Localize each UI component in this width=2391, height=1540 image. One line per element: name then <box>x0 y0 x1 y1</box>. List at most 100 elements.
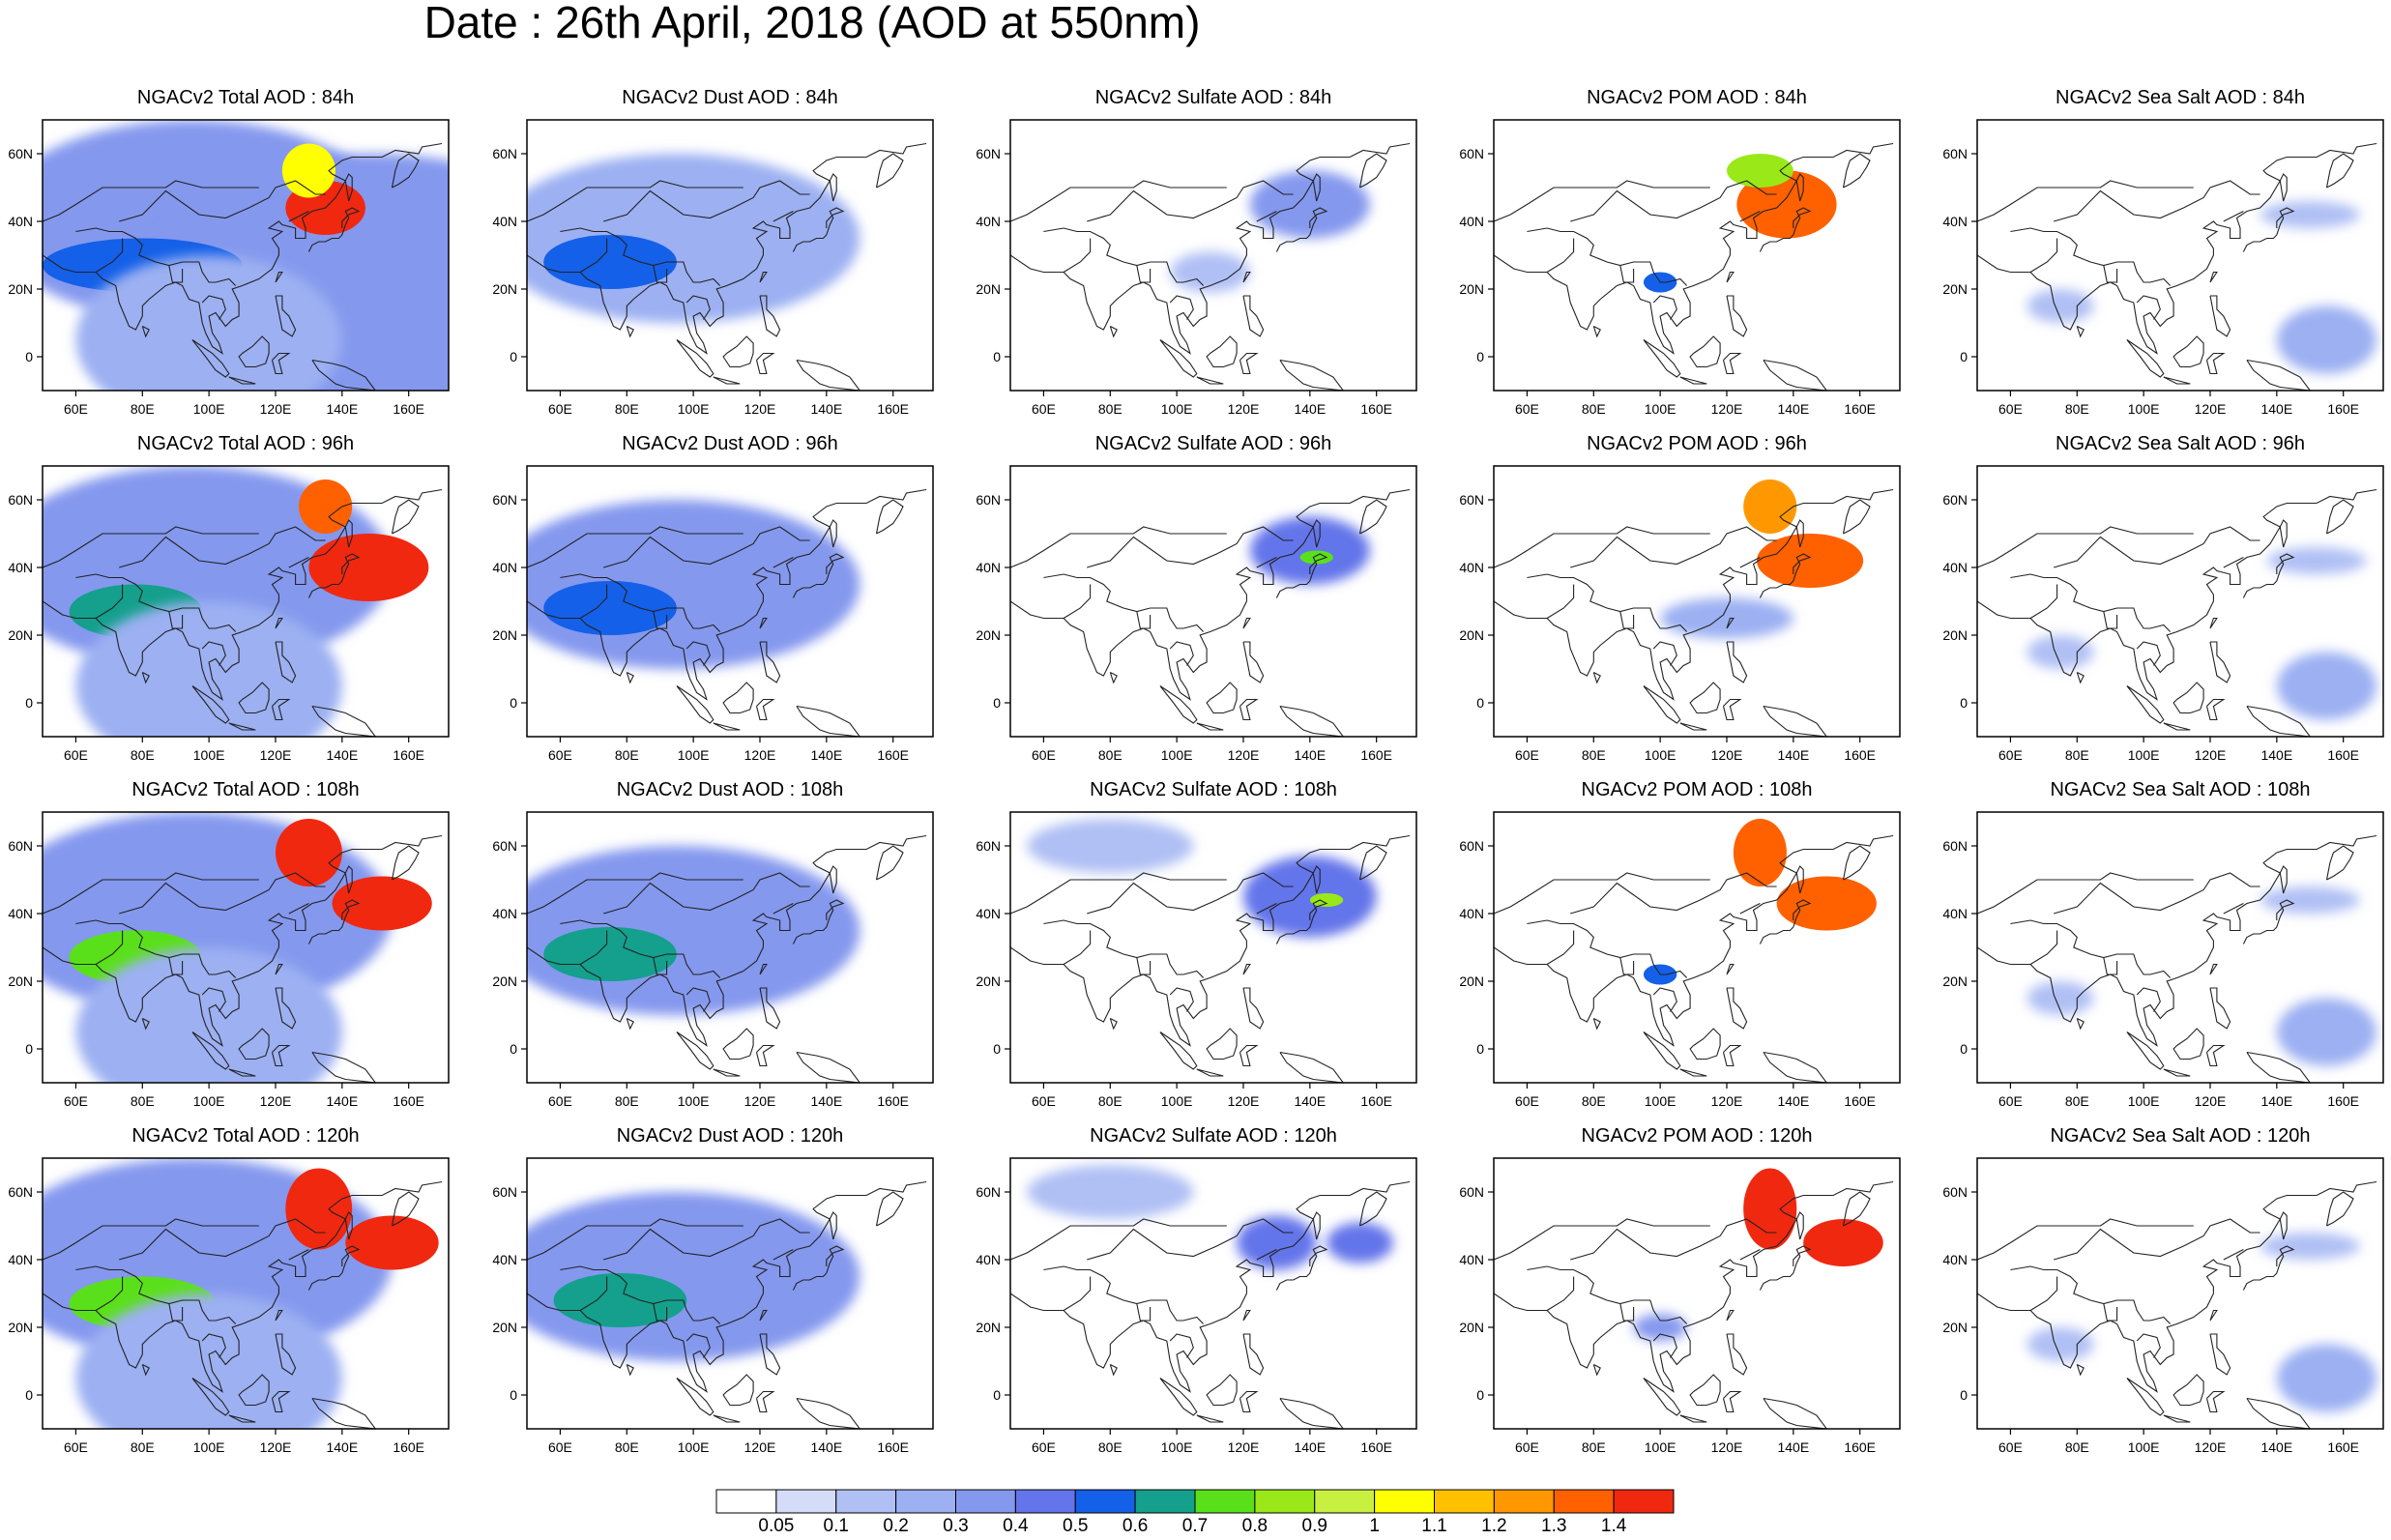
coastline <box>307 207 361 252</box>
coastline <box>275 987 297 1030</box>
lat-tick-label: 40N <box>976 560 1001 575</box>
aod-map: 60N 40N 20N 0 60E 80E 100E 120E 140E 160E <box>1942 119 2384 417</box>
coastline <box>275 1333 297 1376</box>
coastline <box>2223 903 2244 915</box>
lon-tick-label: 100E <box>1161 401 1193 417</box>
coastline <box>2205 1390 2226 1413</box>
coastline <box>1136 611 1152 629</box>
lon-tick-label: 140E <box>1294 1093 1326 1109</box>
aod-field <box>1010 819 1411 1083</box>
coastline <box>1169 641 1194 666</box>
coastline <box>2172 1028 2204 1061</box>
coastline <box>1679 376 1707 385</box>
lat-tick-label: 0 <box>510 1041 517 1057</box>
coastline <box>2103 1303 2118 1322</box>
colorbar-swatch <box>955 1489 1016 1514</box>
lat-tick-label: 20N <box>8 281 33 297</box>
coastline <box>875 1191 904 1227</box>
coastline <box>1010 526 1227 568</box>
coastline <box>792 207 845 252</box>
lon-tick-label: 160E <box>877 1439 909 1455</box>
lat-tick-label: 0 <box>1960 1387 1968 1403</box>
coastline <box>1279 1397 1344 1429</box>
coastline <box>2010 1265 2172 1324</box>
aod-field <box>1010 142 1411 391</box>
coastline <box>1312 865 1321 894</box>
lat-tick-label: 20N <box>976 1320 1001 1335</box>
aod-field <box>1977 834 2377 1083</box>
coastline <box>579 930 608 965</box>
lon-tick-label: 60E <box>1032 401 1056 417</box>
lat-tick-label: 0 <box>1960 695 1968 711</box>
aod-plume <box>1743 479 1797 534</box>
coastline <box>773 557 794 568</box>
aod-map: 60N 40N 20N 0 60E 80E 100E 120E 140E 160E <box>1459 1157 1901 1455</box>
colorbar-label: 1 <box>1369 1516 1380 1535</box>
lat-tick-label: 0 <box>510 1387 517 1403</box>
coastline <box>2163 1068 2191 1077</box>
coastline <box>307 553 361 598</box>
coastline <box>75 227 237 286</box>
lon-tick-label: 160E <box>2327 747 2359 763</box>
coastline <box>311 705 376 737</box>
coastline <box>271 352 291 375</box>
coastline <box>1256 211 1277 222</box>
lat-tick-label: 60N <box>1942 1184 1968 1200</box>
lon-tick-label: 160E <box>393 1439 424 1455</box>
map-panel: NGACv2 Sea Salt AOD : 120h 60N 40N 20N 0 60E 8… <box>1942 1038 2384 1455</box>
lat-tick-label: 60N <box>976 1184 1001 1200</box>
coastline <box>1010 180 1227 222</box>
lat-tick-label: 40N <box>1459 560 1484 575</box>
coastline <box>119 872 326 915</box>
lon-tick-label: 120E <box>744 1439 776 1455</box>
coastline <box>527 142 927 355</box>
map-panel: NGACv2 Total AOD : 108h 60N 40N 20N 0 60E 80E 1… <box>8 692 450 1109</box>
coastline <box>1527 1265 1688 1324</box>
coastline <box>1256 1249 1277 1261</box>
lat-tick-label: 20N <box>492 627 517 643</box>
coastline <box>1242 271 1251 283</box>
lon-tick-label: 80E <box>2065 747 2089 763</box>
lon-tick-label: 100E <box>2128 1093 2160 1109</box>
coastline <box>759 987 781 1030</box>
aod-field <box>1010 1165 1411 1429</box>
coastline <box>2209 641 2231 683</box>
coastline <box>1109 326 1118 338</box>
coastline <box>1169 1333 1194 1358</box>
aod-plume <box>2276 1344 2377 1412</box>
coastline <box>2136 641 2161 666</box>
coastline <box>2054 526 2260 568</box>
coastline <box>1977 872 2194 915</box>
coastline <box>2054 180 2260 222</box>
aod-plume <box>1249 170 1370 239</box>
coastline <box>43 1180 443 1393</box>
aod-plume <box>1027 1165 1194 1219</box>
coastline <box>307 1245 361 1291</box>
coastline <box>311 359 376 391</box>
lon-tick-label: 140E <box>1294 1439 1326 1455</box>
coastline <box>1159 1032 1198 1070</box>
lat-tick-label: 60N <box>492 146 517 161</box>
lon-tick-label: 60E <box>1998 401 2023 417</box>
lat-tick-label: 40N <box>492 560 517 575</box>
coastline <box>119 526 326 568</box>
coastline <box>626 1018 634 1031</box>
map-panel: NGACv2 Dust AOD : 84h 60N 40N 20N 0 60E 80E 100… <box>492 0 934 417</box>
lon-tick-label: 120E <box>1711 1093 1743 1109</box>
coastline <box>1494 142 1894 355</box>
coastline <box>1256 903 1277 915</box>
coastline <box>1759 1245 1812 1291</box>
lat-tick-label: 40N <box>492 214 517 229</box>
lat-tick-label: 40N <box>976 214 1001 229</box>
aod-map: 60N 40N 20N 0 60E 80E 100E 120E 140E 160E <box>492 119 934 417</box>
coastline <box>2029 584 2058 619</box>
lon-tick-label: 160E <box>393 747 424 763</box>
lat-tick-label: 0 <box>1476 349 1484 364</box>
coastline <box>1494 488 1894 701</box>
coastline <box>1679 1068 1707 1077</box>
coastline <box>527 1218 744 1261</box>
lon-tick-label: 80E <box>2065 401 2089 417</box>
coastline <box>2010 573 2172 632</box>
coastline <box>829 1211 837 1240</box>
